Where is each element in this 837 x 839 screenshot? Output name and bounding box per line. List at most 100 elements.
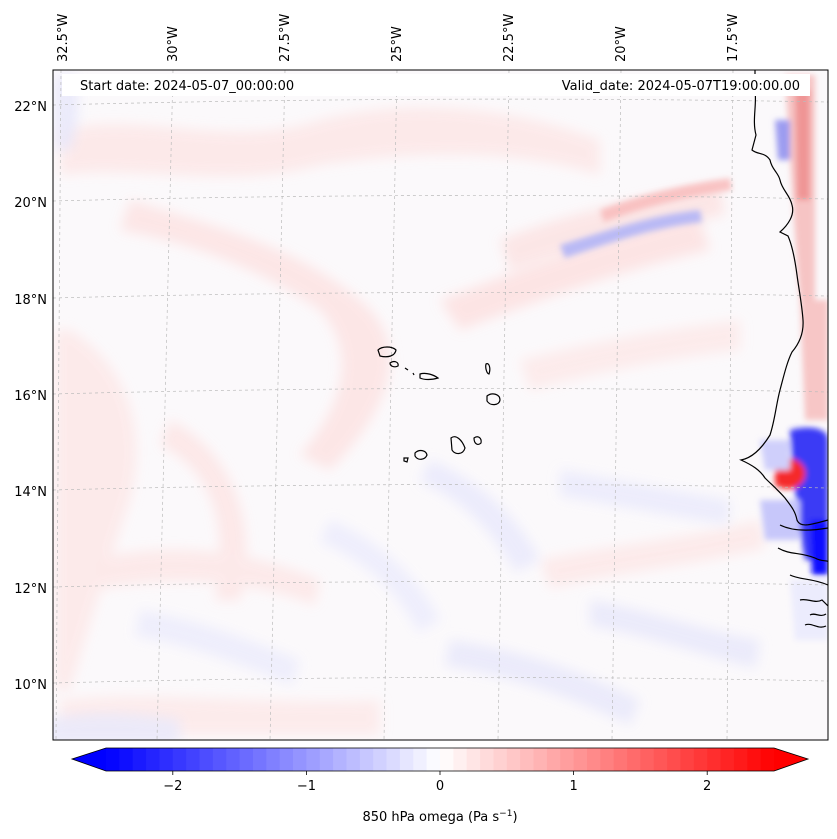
colorbar-tick-label: 2 (703, 779, 711, 794)
parallel-12n (53, 581, 828, 588)
colorbar-segment (146, 748, 161, 771)
colorbar-segment (667, 748, 682, 771)
colorbar-max-extension (774, 748, 808, 771)
colorbar-segment (493, 748, 508, 771)
colorbar-tick-label: 1 (569, 779, 577, 794)
colorbar-segment (653, 748, 668, 771)
colorbar-segment (466, 748, 481, 771)
island-santiago (450, 436, 466, 455)
colorbar-segment (319, 748, 334, 771)
colorbar-segment (586, 748, 601, 771)
colorbar-segment (226, 748, 241, 771)
island-sao-vicente (389, 360, 399, 368)
island-brava (403, 457, 409, 463)
colorbar-segment (106, 748, 120, 771)
lon-label-32-5w: 32.5°W (56, 14, 71, 62)
island-boa-vista (486, 393, 501, 406)
parallel-16n (53, 388, 828, 395)
coastline-gambia (779, 524, 828, 531)
colorbar-segment (252, 748, 267, 771)
meridian-22-5w (497, 70, 510, 740)
island-fogo (414, 449, 428, 460)
colorbar-segment (119, 748, 134, 771)
island-santa-luzia (404, 367, 409, 371)
colorbar-segment (132, 748, 147, 771)
colorbar-segment (573, 748, 588, 771)
colorbar-min-extension (72, 748, 106, 771)
island-sal (485, 363, 491, 375)
colorbar-segment (733, 748, 748, 771)
colorbar-segment (747, 748, 762, 771)
lon-label-20w: 20°W (614, 26, 629, 62)
lon-label-30w: 30°W (166, 26, 181, 62)
colorbar-segment (172, 748, 187, 771)
lon-label-27-5w: 27.5°W (278, 14, 293, 62)
colorbar-segment (506, 748, 521, 771)
colorbar-segment (627, 748, 641, 771)
colorbar-segment (373, 748, 388, 771)
colorbar-segment (760, 748, 775, 771)
colorbar-segment (600, 748, 615, 771)
colorbar-segment (212, 748, 227, 771)
colorbar-outline (70, 747, 810, 772)
colorbar-segment (333, 748, 348, 771)
colorbar-segment (346, 748, 361, 771)
colorbar-segment (359, 748, 374, 771)
colorbar-tick-label: 0 (436, 779, 444, 794)
map-panel: Start date: 2024-05-07_00:00:00 Valid_da… (52, 69, 829, 741)
lat-label-18n: 18°N (14, 293, 47, 308)
island-sao-nicolau (419, 372, 440, 381)
colorbar-segment (426, 748, 441, 771)
parallel-22n (53, 98, 828, 106)
colorbar-segment (520, 748, 535, 771)
meridian-17-5w (726, 70, 734, 740)
colorbar-segment (413, 748, 428, 771)
colorbar-segment (613, 748, 628, 771)
lon-label-25w: 25°W (390, 26, 405, 62)
island-maio (473, 436, 482, 445)
latitude-labels: 22°N 20°N 18°N 16°N 14°N 12°N 10°N (14, 100, 47, 693)
parallel-10n (53, 677, 828, 684)
gridlines (53, 70, 828, 740)
colorbar-segment (707, 748, 722, 771)
colorbar-segment (293, 748, 307, 771)
colorbar-segment (453, 748, 468, 771)
meridian-30w (156, 70, 174, 740)
colorbar-segment (440, 748, 454, 771)
colorbar: −2 −1 0 1 2 850 hPa omega (Pa s−1) (70, 747, 810, 825)
meridian-27-5w (269, 70, 286, 740)
lon-label-17-5w: 17.5°W (726, 14, 741, 62)
lat-label-10n: 10°N (14, 678, 47, 693)
lat-label-20n: 20°N (14, 196, 47, 211)
meridian-25w (383, 70, 398, 740)
valid-date-text: Valid_date: 2024-05-07T19:00:00.00 (562, 79, 800, 94)
colorbar-segment (266, 748, 281, 771)
lat-label-22n: 22°N (14, 100, 47, 115)
colorbar-segment (693, 748, 708, 771)
lon-label-22-5w: 22.5°W (502, 14, 517, 62)
parallel-20n (53, 195, 828, 202)
colorbar-segment (680, 748, 695, 771)
coastline-casamance (777, 547, 828, 563)
start-date-text: Start date: 2024-05-07_00:00:00 (80, 79, 294, 94)
colorbar-segment (159, 748, 174, 771)
colorbar-tick-label: −2 (163, 779, 182, 794)
colorbar-tick-label: −1 (297, 779, 316, 794)
header-box (62, 74, 810, 96)
cape-verde-islands (377, 346, 501, 463)
colorbar-segment (306, 748, 321, 771)
meridian-20w (611, 70, 622, 740)
colorbar-segment (546, 748, 561, 771)
map-frame (52, 69, 829, 741)
coastline (739, 70, 828, 628)
island-santo-antao (377, 346, 397, 358)
colorbar-segment (480, 748, 495, 771)
colorbar-ticks: −2 −1 0 1 2 (163, 771, 711, 794)
colorbar-segment (239, 748, 254, 771)
colorbar-segment (186, 748, 201, 771)
colorbar-segments (106, 748, 775, 771)
colorbar-segment (640, 748, 655, 771)
parallel-18n (53, 292, 828, 299)
omega-field (53, 75, 828, 740)
